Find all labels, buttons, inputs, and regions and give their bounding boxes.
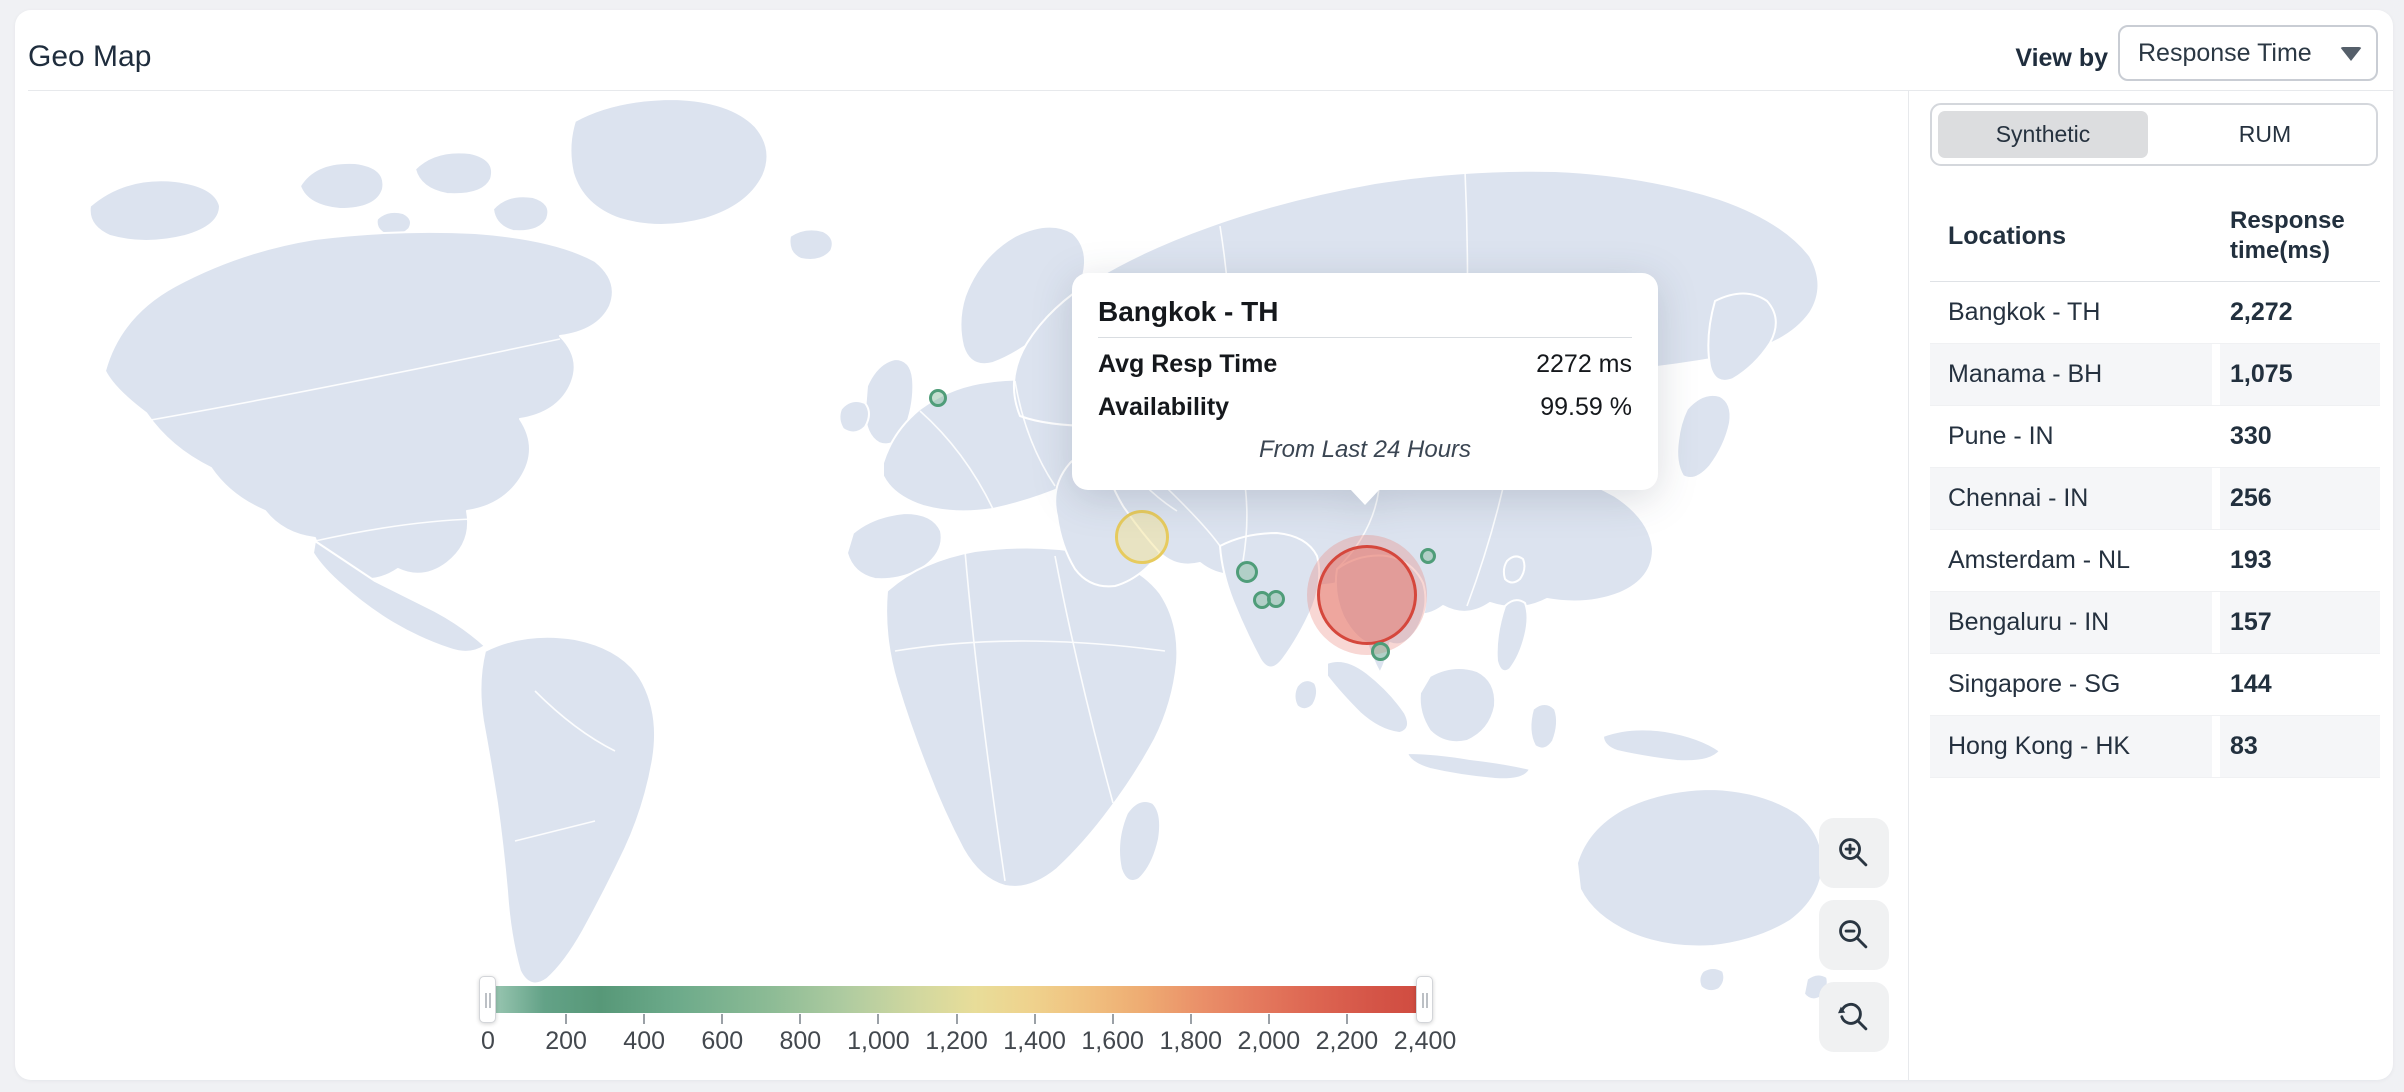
legend-tick-mark	[721, 1014, 724, 1024]
legend-tick-label: 1,400	[1003, 1027, 1066, 1055]
locations-column-header: Locations	[1948, 221, 2067, 250]
legend-tick-label: 600	[701, 1027, 744, 1055]
legend-tick-mark	[1267, 1014, 1270, 1024]
legend-tick-label: 2,400	[1393, 1027, 1457, 1055]
legend-tick-mark	[877, 1014, 880, 1024]
location-cell: Bangkok - TH	[1948, 298, 2101, 326]
chevron-down-icon	[2340, 47, 2362, 61]
map-marker[interactable]	[1420, 548, 1436, 564]
legend-tick-mark	[1189, 1014, 1192, 1024]
location-cell: Pune - IN	[1948, 422, 2054, 450]
zoom-reset-button[interactable]	[1819, 982, 1889, 1052]
zoom-in-icon	[1839, 838, 1868, 867]
legend-tick-label: 200	[545, 1027, 587, 1055]
sidebar-divider	[1908, 91, 1909, 1080]
legend-tick-label: 1,200	[925, 1027, 988, 1055]
tooltip-label: Avg Resp Time	[1098, 349, 1278, 378]
map-marker[interactable]	[1115, 510, 1169, 564]
map-marker[interactable]	[1236, 561, 1258, 583]
handle-grip	[485, 993, 487, 1008]
map-marker[interactable]	[929, 389, 947, 407]
tooltip-label: Availability	[1098, 392, 1230, 421]
zoom-out-icon	[1839, 920, 1868, 949]
value-cell: 1,075	[2220, 344, 2380, 405]
zoom-out-button[interactable]	[1819, 900, 1889, 970]
handle-grip	[1422, 993, 1424, 1008]
legend-gradient-track	[479, 976, 1433, 1023]
value-cell: 256	[2220, 468, 2380, 529]
table-row[interactable]: Bangkok - TH 2,272	[1930, 282, 2380, 344]
location-cell: Amsterdam - NL	[1948, 546, 2130, 574]
location-cell: Chennai - IN	[1930, 468, 2212, 529]
zoom-reset-icon	[1838, 1003, 1868, 1031]
table-row[interactable]: Hong Kong - HK 83	[1930, 716, 2380, 778]
legend-min-handle[interactable]	[479, 976, 496, 1023]
legend-tick-label: 1,600	[1081, 1027, 1144, 1055]
table-row[interactable]: Manama - BH 1,075	[1930, 344, 2380, 406]
view-by-selected-value: Response Time	[2138, 39, 2312, 67]
location-table-body: Bangkok - TH 2,272 Manama - BH 1,075 Pune - …	[1930, 282, 2380, 778]
legend-tick-mark	[955, 1014, 958, 1024]
map-marker[interactable]	[1267, 590, 1285, 608]
tooltip-value: 2272 ms	[1536, 349, 1632, 378]
location-cell: Hong Kong - HK	[1930, 716, 2212, 777]
legend-tick-label: 1,000	[847, 1027, 910, 1055]
handle-grip	[489, 993, 491, 1008]
tooltip-footnote: From Last 24 Hours	[1258, 436, 1472, 463]
legend-tick-mark	[1345, 1014, 1348, 1024]
location-cell: Bengaluru - IN	[1930, 592, 2212, 653]
legend-tick-mark	[643, 1014, 646, 1024]
view-by-label: View by	[2015, 44, 2108, 72]
tooltip-value: 99.59 %	[1540, 392, 1632, 421]
map-marker[interactable]	[1317, 545, 1417, 645]
location-table-header: Locations Response time(ms)	[1930, 192, 2380, 280]
legend-ticks	[488, 1014, 1425, 1024]
value-cell: 144	[2230, 670, 2272, 698]
tooltip-row: Availability 99.59 %	[1098, 390, 1632, 424]
legend-tick-label: 1,800	[1159, 1027, 1223, 1055]
tooltip-divider	[1098, 337, 1632, 338]
handle-grip	[1426, 993, 1428, 1008]
value-cell: 83	[2220, 716, 2380, 777]
legend-max-handle[interactable]	[1416, 976, 1433, 1023]
legend-tick-label: 800	[779, 1027, 822, 1055]
tooltip-row: Avg Resp Time 2272 ms	[1098, 347, 1632, 381]
legend-tick-label: 2,200	[1315, 1027, 1379, 1055]
table-row[interactable]: Pune - IN 330	[1930, 406, 2380, 468]
response-time-column-header: Response time(ms)	[2230, 207, 2345, 264]
location-cell: Manama - BH	[1930, 344, 2212, 405]
legend-tick-mark	[1033, 1014, 1036, 1024]
table-header-divider	[1930, 281, 2380, 282]
legend-tick-label: 2,000	[1237, 1027, 1301, 1055]
tab-rum[interactable]: RUM	[2238, 121, 2292, 147]
legend-tick-labels: 0 200 400 600 800 1,000 1,200 1,400 1,600 1,800 2,…	[481, 1027, 1456, 1059]
table-row[interactable]: Singapore - SG 144	[1930, 654, 2380, 716]
legend-tick-label: 400	[623, 1027, 666, 1055]
world-map-land	[88, 98, 1846, 1001]
view-by-dropdown[interactable]: Response Time	[2118, 25, 2378, 81]
data-source-tabs: Synthetic RUM	[1930, 103, 2378, 166]
table-row[interactable]: Bengaluru - IN 157	[1930, 592, 2380, 654]
world-map[interactable]	[15, 91, 1908, 1092]
legend-tick-mark	[799, 1014, 802, 1024]
header-divider	[28, 90, 2393, 91]
page-title: Geo Map	[28, 40, 152, 73]
tooltip-title: Bangkok - TH	[1098, 296, 1279, 327]
value-cell: 330	[2230, 422, 2272, 450]
legend-tick-label: 0	[481, 1027, 495, 1055]
tab-synthetic[interactable]: Synthetic	[1938, 111, 2148, 158]
table-row[interactable]: Amsterdam - NL 193	[1930, 530, 2380, 592]
map-tooltip: Bangkok - TH Avg Resp Time 2272 ms Avail…	[1072, 273, 1658, 505]
legend-tick-mark	[1111, 1014, 1114, 1024]
location-cell: Singapore - SG	[1948, 670, 2121, 698]
legend-tick-mark	[565, 1014, 568, 1024]
value-cell: 193	[2230, 546, 2272, 574]
table-row[interactable]: Chennai - IN 256	[1930, 468, 2380, 530]
map-marker[interactable]	[1370, 641, 1390, 661]
value-cell: 2,272	[2230, 298, 2293, 326]
value-cell: 157	[2220, 592, 2380, 653]
zoom-in-button[interactable]	[1819, 818, 1889, 888]
